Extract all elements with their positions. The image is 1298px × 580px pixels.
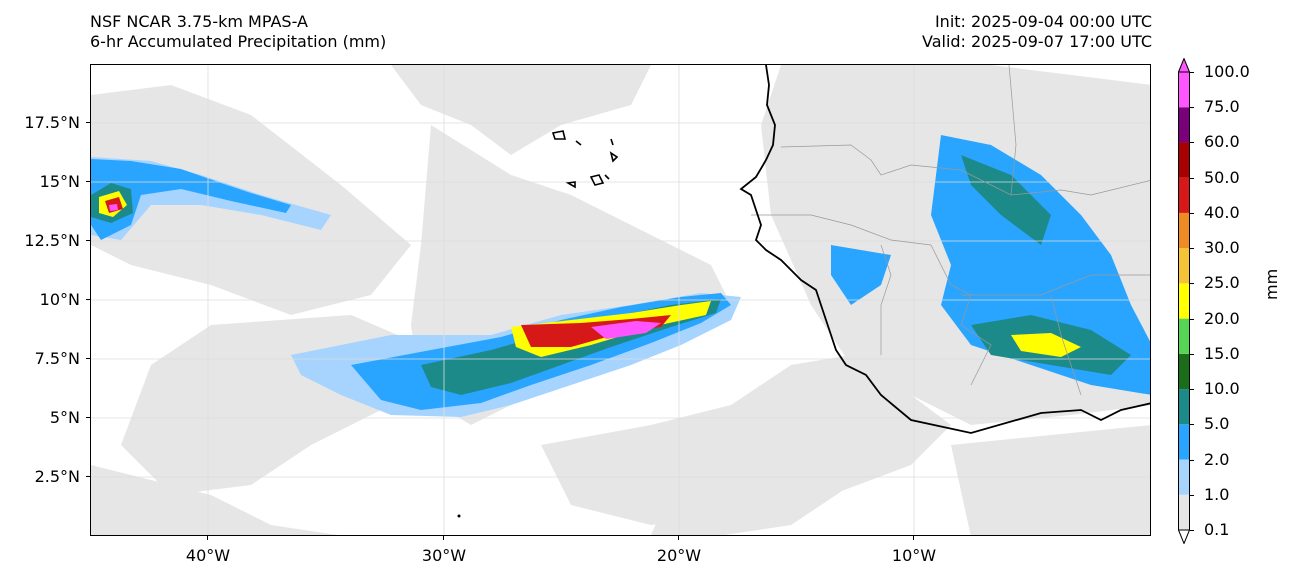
xtick — [678, 536, 679, 540]
lon-label: 30°W — [421, 546, 467, 565]
island-dot — [457, 514, 461, 518]
ytick — [86, 299, 90, 300]
precip-map — [90, 64, 1151, 536]
colorbar-unit: mm — [1262, 268, 1281, 300]
colorbar-tick-label: 15.0 — [1204, 343, 1240, 363]
ytick — [86, 181, 90, 182]
lat-label: 5°N — [49, 408, 80, 427]
colorbar-segment — [1178, 212, 1190, 249]
precip-band-max — [109, 204, 661, 339]
colorbar-tick — [1190, 142, 1194, 144]
colorbar-segment — [1178, 353, 1190, 390]
colorbar-tick-label: 50.0 — [1204, 167, 1240, 187]
colorbar-segment — [1178, 389, 1190, 425]
colorbar — [1178, 58, 1190, 544]
map-title: NSF NCAR 3.75-km MPAS-A 6-hr Accumulated… — [90, 12, 386, 52]
colorbar-segment — [1178, 283, 1190, 319]
colorbar-tick — [1190, 459, 1194, 461]
lon-label: 10°W — [891, 546, 937, 565]
colorbar-segment — [1178, 424, 1190, 460]
ytick — [86, 240, 90, 241]
colorbar-tick — [1190, 212, 1194, 214]
xtick — [207, 536, 208, 540]
colorbar-segment — [1178, 494, 1190, 530]
lat-label: 10°N — [39, 290, 80, 309]
xtick — [443, 536, 444, 540]
colorbar-border — [1178, 71, 1190, 531]
title-model: NSF NCAR 3.75-km MPAS-A — [90, 12, 308, 31]
lat-label: 2.5°N — [34, 467, 80, 486]
colorbar-tick — [1190, 107, 1194, 109]
colorbar-tick-label: 5.0 — [1204, 414, 1230, 434]
colorbar-extend-max — [1178, 58, 1190, 73]
colorbar-tick-label: 1.0 — [1204, 484, 1230, 504]
init-time: Init: 2025-09-04 00:00 UTC — [934, 12, 1152, 31]
lat-label: 15°N — [39, 172, 80, 191]
title-field: 6-hr Accumulated Precipitation (mm) — [90, 32, 387, 51]
map-times: Init: 2025-09-04 00:00 UTC Valid: 2025-0… — [922, 12, 1152, 52]
colorbar-segment — [1178, 459, 1190, 495]
colorbar-tick — [1190, 177, 1194, 179]
colorbar-segment — [1178, 142, 1190, 178]
valid-time: Valid: 2025-09-07 17:00 UTC — [921, 32, 1152, 51]
ytick — [86, 122, 90, 123]
colorbar-tick — [1190, 72, 1194, 73]
xtick — [913, 536, 914, 540]
colorbar-tick — [1190, 318, 1194, 320]
colorbar-tick — [1190, 424, 1194, 426]
lon-label: 20°W — [656, 546, 702, 565]
colorbar-tick — [1190, 389, 1194, 391]
colorbar-segment — [1178, 72, 1190, 108]
colorbar-tick-label: 60.0 — [1204, 132, 1240, 152]
ytick — [86, 358, 90, 359]
colorbar-tick — [1190, 353, 1194, 355]
colorbar-extend-min — [1178, 529, 1190, 544]
colorbar-tick-label: 2.0 — [1204, 449, 1230, 469]
colorbar-tick-label: 10.0 — [1204, 379, 1240, 399]
colorbar-segment — [1178, 177, 1190, 213]
colorbar-tick — [1190, 248, 1194, 250]
colorbar-tick — [1190, 530, 1194, 531]
colorbar-tick-label: 100.0 — [1204, 62, 1250, 81]
colorbar-tick-label: 75.0 — [1204, 97, 1240, 117]
coastline — [739, 65, 1150, 434]
lon-label: 40°W — [185, 546, 231, 565]
colorbar-tick-label: 20.0 — [1204, 308, 1240, 328]
colorbar-tick — [1190, 283, 1194, 285]
colorbar-segment — [1178, 248, 1190, 284]
lat-label: 17.5°N — [24, 113, 80, 132]
colorbar-segment — [1178, 107, 1190, 143]
ytick — [86, 417, 90, 418]
colorbar-tick-label: 40.0 — [1204, 202, 1240, 222]
map-canvas — [91, 65, 1150, 535]
colorbar-tick-label: 30.0 — [1204, 238, 1240, 258]
colorbar-tick — [1190, 494, 1194, 496]
colorbar-segment — [1178, 318, 1190, 354]
ytick — [86, 476, 90, 477]
graticule — [91, 65, 1150, 535]
colorbar-tick-label: 0.1 — [1204, 520, 1230, 539]
country-borders — [751, 65, 1150, 396]
lat-label: 12.5°N — [24, 231, 80, 250]
colorbar-tick-label: 25.0 — [1204, 273, 1240, 293]
lat-label: 7.5°N — [34, 349, 80, 368]
cape-verde-islands — [551, 130, 619, 189]
